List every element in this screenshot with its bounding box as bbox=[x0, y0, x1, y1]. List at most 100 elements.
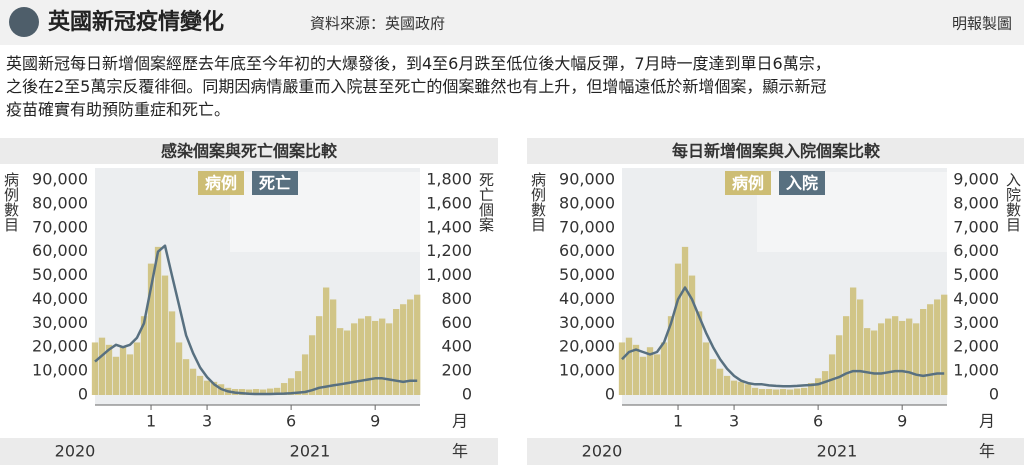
case-bar bbox=[168, 311, 176, 395]
y2-tick-label: 1,000 bbox=[953, 361, 999, 380]
y2-tick-label: 3,000 bbox=[953, 313, 999, 332]
case-bar bbox=[301, 354, 309, 395]
case-bar bbox=[913, 323, 920, 395]
case-bar bbox=[618, 342, 626, 395]
y-tick-label: 70,000 bbox=[32, 217, 88, 236]
y2-tick-label: 1,000 bbox=[426, 265, 472, 284]
case-bar bbox=[828, 354, 836, 395]
case-bar bbox=[119, 347, 127, 395]
case-bar bbox=[744, 384, 752, 395]
case-bar bbox=[927, 304, 934, 395]
header-title: 英國新冠疫情變化 bbox=[48, 9, 224, 35]
case-bar bbox=[393, 309, 400, 395]
case-bar bbox=[800, 387, 808, 395]
y-tick-label: 40,000 bbox=[32, 289, 88, 308]
x-tick-label: 1 bbox=[146, 412, 156, 431]
y2-tick-label: 5,000 bbox=[953, 265, 999, 284]
case-bar bbox=[723, 375, 731, 395]
case-bar bbox=[203, 380, 211, 395]
header-source: 資料來源：英國政府 bbox=[310, 15, 445, 33]
case-bar bbox=[730, 380, 738, 395]
chart-title: 感染個案與死亡個案比較 bbox=[161, 142, 338, 161]
case-bar bbox=[695, 311, 703, 395]
case-bar bbox=[772, 389, 780, 395]
case-bar bbox=[863, 328, 871, 395]
y-tick-label: 90,000 bbox=[32, 170, 88, 189]
case-bar bbox=[133, 342, 141, 395]
y2-tick-label: 4,000 bbox=[953, 289, 999, 308]
y2-axis-label: 入院數目 bbox=[1004, 172, 1022, 232]
case-bar bbox=[252, 389, 260, 395]
y-tick-label: 80,000 bbox=[32, 193, 88, 212]
case-bar bbox=[835, 335, 843, 395]
year-label: 2020 bbox=[582, 442, 623, 461]
legend-label: 病例 bbox=[732, 174, 764, 193]
header-icon bbox=[9, 7, 39, 37]
case-bar bbox=[653, 354, 661, 395]
case-bar bbox=[934, 299, 941, 395]
paragraph-line: 英國新冠每日新增個案經歷去年底至今年初的大爆發後，到4至6月跌至低位後大幅反彈，… bbox=[6, 54, 831, 73]
case-bar bbox=[112, 356, 120, 395]
x-tick-label: 3 bbox=[202, 412, 212, 431]
case-bar bbox=[793, 388, 801, 395]
case-bar bbox=[351, 323, 358, 395]
case-bar bbox=[709, 359, 717, 395]
y-tick-label: 0 bbox=[605, 385, 615, 404]
case-bar bbox=[344, 330, 351, 395]
x-unit: 月 bbox=[452, 412, 468, 431]
y-axis-label: 病例數目 bbox=[2, 172, 20, 232]
y2-tick-label: 1,600 bbox=[426, 193, 472, 212]
y-tick-label: 10,000 bbox=[559, 361, 615, 380]
y2-tick-label: 2,000 bbox=[953, 337, 999, 356]
case-bar bbox=[885, 318, 892, 395]
legend-swatch bbox=[725, 171, 771, 195]
paragraph: 英國新冠每日新增個案經歷去年底至今年初的大爆發後，到4至6月跌至低位後大幅反彈，… bbox=[6, 52, 1021, 121]
y-tick-label: 20,000 bbox=[32, 337, 88, 356]
y-tick-label: 30,000 bbox=[559, 313, 615, 332]
x-tick-label: 3 bbox=[729, 412, 739, 431]
y-tick-label: 80,000 bbox=[559, 193, 615, 212]
case-bar bbox=[871, 330, 878, 395]
case-bar bbox=[892, 316, 899, 395]
y2-tick-label: 600 bbox=[441, 313, 472, 332]
case-bar bbox=[196, 375, 204, 395]
y-tick-label: 50,000 bbox=[559, 265, 615, 284]
chart-title: 每日新增個案與入院個案比較 bbox=[672, 142, 881, 161]
case-bar bbox=[154, 246, 162, 395]
title-bar bbox=[527, 138, 1024, 164]
case-bar bbox=[189, 368, 197, 395]
case-bar bbox=[175, 342, 183, 395]
case-bar bbox=[379, 318, 386, 395]
case-bar bbox=[273, 387, 281, 395]
y-tick-label: 10,000 bbox=[32, 361, 88, 380]
case-bar bbox=[941, 294, 948, 395]
paragraph-line: 之後在2至5萬宗反覆徘徊。同期因病情嚴重而入院甚至死亡的個案雖然也有上升，但增幅… bbox=[6, 77, 827, 96]
case-bar bbox=[842, 316, 850, 395]
case-bar bbox=[786, 389, 794, 395]
case-bar bbox=[91, 342, 99, 395]
year-label: 2020 bbox=[55, 442, 96, 461]
legend-label: 入院 bbox=[786, 174, 818, 193]
case-bar bbox=[906, 318, 913, 395]
paragraph-line: 疫苗確實有助預防重症和死亡。 bbox=[6, 100, 231, 119]
case-bar bbox=[688, 275, 696, 395]
case-bar bbox=[322, 287, 330, 395]
y2-tick-label: 1,400 bbox=[426, 217, 472, 236]
year-label: 2021 bbox=[817, 442, 858, 461]
title-bar bbox=[0, 138, 498, 164]
legend-label: 病例 bbox=[205, 174, 237, 193]
case-bar bbox=[681, 246, 689, 395]
case-bar bbox=[266, 388, 274, 395]
case-bar bbox=[660, 342, 668, 395]
case-bar bbox=[161, 275, 169, 395]
case-bar bbox=[140, 316, 148, 395]
case-bar bbox=[407, 299, 414, 395]
y2-tick-label: 800 bbox=[441, 289, 472, 308]
x-tick-label: 9 bbox=[897, 412, 907, 431]
case-bar bbox=[308, 335, 316, 395]
case-bar bbox=[779, 389, 787, 395]
y2-tick-label: 0 bbox=[989, 385, 999, 404]
case-bar bbox=[899, 320, 906, 395]
y2-tick-label: 400 bbox=[441, 337, 472, 356]
